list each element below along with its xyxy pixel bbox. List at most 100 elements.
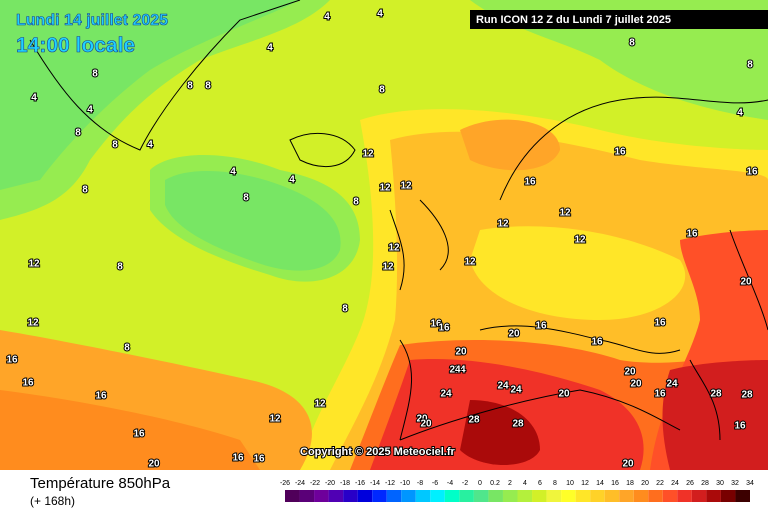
colorbar-label: 28: [701, 480, 709, 487]
colorbar-label: 26: [686, 480, 694, 487]
colorbar-swatch: [720, 490, 736, 502]
contour-label: 8: [187, 81, 193, 92]
contour-label: 16: [614, 147, 626, 158]
colorbar-swatch: [735, 490, 750, 502]
contour-label: 24: [449, 365, 461, 376]
contour-label: 12: [269, 414, 281, 425]
contour-label: 8: [117, 262, 123, 273]
colorbar-swatch: [314, 490, 329, 502]
contour-label: 20: [624, 367, 636, 378]
colorbar-label: 22: [656, 480, 664, 487]
contour-label: 16: [133, 429, 145, 440]
contour-label: 12: [400, 181, 412, 192]
colorbar-swatch: [299, 490, 315, 502]
run-box: [470, 10, 768, 29]
contour-label: 16: [430, 319, 442, 330]
hot-area: [662, 360, 768, 470]
colorbar-label: 0.2: [490, 480, 500, 487]
colorbar-swatch: [662, 490, 678, 502]
contour-label: 20: [455, 347, 467, 358]
colorbar-swatch: [415, 490, 431, 502]
contour-label: 16: [686, 229, 698, 240]
contour-label: 8: [243, 193, 249, 204]
colorbar-swatch: [706, 490, 721, 502]
contour-label: 12: [464, 257, 476, 268]
colorbar-label: -22: [310, 480, 320, 487]
cold-area: [0, 0, 300, 190]
colorbar-swatch: [386, 490, 402, 502]
colorbar-label: -20: [325, 480, 335, 487]
mild-area: [470, 226, 686, 320]
contour-label: 8: [92, 69, 98, 80]
colorbar-swatch: [430, 490, 445, 502]
colorbar-swatch: [357, 490, 373, 502]
contour-label: 16: [253, 454, 265, 465]
copyright: Copyright © 2025 Meteociel.fr: [300, 446, 456, 458]
contour-label: 24: [454, 365, 466, 376]
colorbar-label: 30: [716, 480, 724, 487]
contour-label: 16: [6, 355, 18, 366]
contour-label: 16: [746, 167, 758, 178]
coastline: [479, 325, 681, 354]
contour-label: 16: [95, 391, 107, 402]
colorbar-label: -2: [462, 480, 468, 487]
contour-label: 12: [28, 259, 40, 270]
colorbar-label: 12: [581, 480, 589, 487]
contour-label: 28: [468, 415, 480, 426]
colorbar-swatch: [561, 490, 576, 502]
colorbar-swatch: [575, 490, 591, 502]
colorbar-swatch: [590, 490, 605, 502]
contour-label: 24: [666, 379, 678, 390]
contour-label: 20: [630, 379, 642, 390]
colorbar-swatch: [648, 490, 663, 502]
colorbar-label: 20: [641, 480, 649, 487]
contour-label: 8: [205, 81, 211, 92]
contour-label: 16: [734, 421, 746, 432]
forecast-time: 14:00 locale: [16, 34, 135, 57]
contour-label: 8: [124, 343, 130, 354]
contour-label: 20: [420, 419, 432, 430]
colorbar-label: -18: [340, 480, 350, 487]
contour-label: 12: [362, 149, 374, 160]
contour-label: 28: [710, 389, 722, 400]
colorbar-label: 10: [566, 480, 574, 487]
colorbar-swatch: [517, 490, 533, 502]
contour-label: 20: [558, 389, 570, 400]
contour-label: 16: [591, 337, 603, 348]
contour-label: 8: [82, 185, 88, 196]
contour-label: 4: [289, 175, 295, 186]
hot-area: [0, 390, 260, 470]
contour-label: 4: [147, 140, 153, 151]
colorbar-swatch: [502, 490, 518, 502]
colorbar-label: 2: [508, 480, 512, 487]
colorbar-label: 24: [671, 480, 679, 487]
colorbar-swatch: [604, 490, 620, 502]
coastline: [389, 199, 449, 291]
contour-label: 4: [267, 43, 273, 54]
contour-label: 8: [112, 140, 118, 151]
colorbar: -26 -24 -22 -20 -18 -16 -14 -12 -10 -8 -6 -4 -2 0 0.2 2…: [280, 480, 754, 502]
contour-label: 16: [438, 323, 450, 334]
contour-label: 20: [622, 459, 634, 470]
colorbar-label: 14: [596, 480, 604, 487]
contour-label: 8: [379, 85, 385, 96]
contour-label: 8: [353, 197, 359, 208]
coastline: [29, 0, 301, 151]
lead-time: (+ 168h): [30, 494, 75, 508]
colorbar-swatch: [691, 490, 707, 502]
colorbar-swatch: [546, 490, 562, 502]
coastline: [689, 229, 768, 441]
colorbar-label: 6: [538, 480, 542, 487]
colorbar-label: 0: [478, 480, 482, 487]
colorbar-swatch: [401, 490, 416, 502]
colorbar-label: 4: [523, 480, 527, 487]
contour-label: 16: [22, 378, 34, 389]
contour-label: 28: [741, 390, 753, 401]
colorbar-swatch: [444, 490, 460, 502]
contour-label: 20: [740, 277, 752, 288]
contour-label: 8: [747, 60, 753, 71]
colorbar-swatch: [473, 490, 489, 502]
colorbar-swatch: [459, 490, 474, 502]
